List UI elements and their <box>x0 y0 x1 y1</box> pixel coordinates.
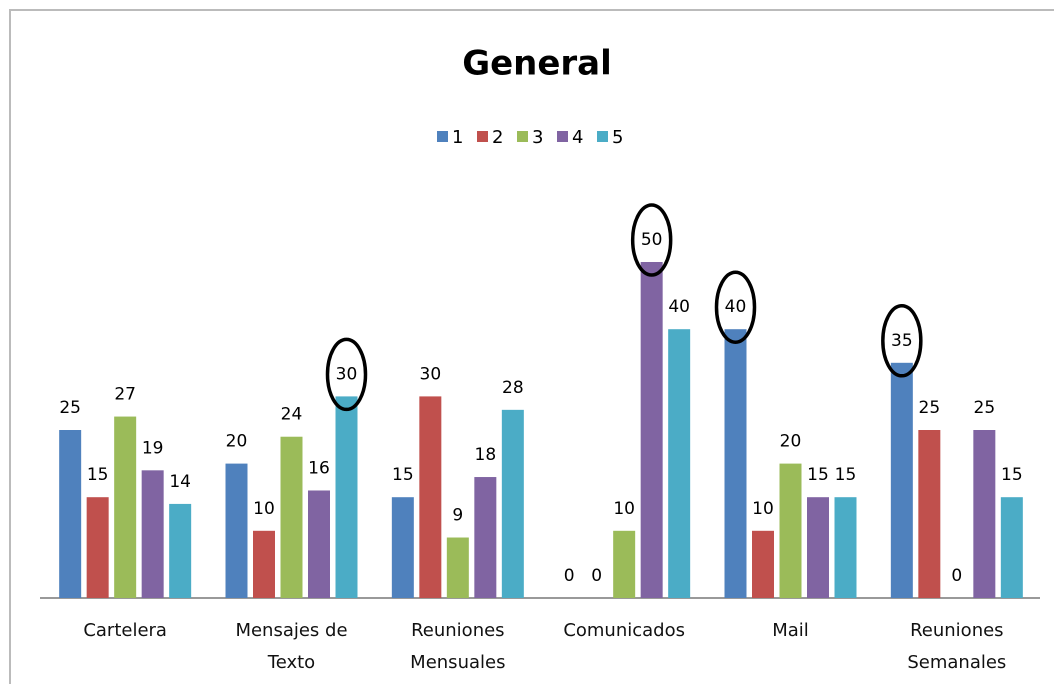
data-label: 16 <box>308 458 330 478</box>
x-tick-label: Reuniones Semanales <box>907 620 1007 673</box>
legend-swatch <box>477 131 488 142</box>
x-tick-label: Comunicados <box>563 620 685 641</box>
data-label: 28 <box>502 378 524 398</box>
data-label: 18 <box>475 445 497 465</box>
bar <box>640 262 663 598</box>
bar <box>918 430 941 598</box>
bar <box>474 477 497 598</box>
data-label: 25 <box>59 398 81 418</box>
data-label: 20 <box>226 432 248 452</box>
data-label: 15 <box>807 465 829 485</box>
bar <box>169 503 192 598</box>
bar <box>86 497 109 598</box>
x-tick-label: Mensajes de Texto <box>235 620 348 673</box>
x-tick-label: Reuniones Mensuales <box>410 620 506 673</box>
bar <box>834 497 857 598</box>
bar <box>114 416 137 598</box>
bar <box>308 490 330 598</box>
chart-title: General <box>462 44 612 84</box>
data-label: 50 <box>641 230 663 250</box>
bar <box>253 530 275 598</box>
bar <box>280 436 303 598</box>
bar <box>724 329 747 598</box>
data-label: 24 <box>281 405 303 425</box>
chart-border <box>9 9 1054 684</box>
legend-swatch <box>597 131 608 142</box>
bar <box>391 497 414 598</box>
bar <box>446 537 469 598</box>
data-label: 9 <box>452 506 463 526</box>
data-label: 15 <box>87 465 109 485</box>
highlight-circle <box>630 203 673 277</box>
data-label: 25 <box>919 398 941 418</box>
bar <box>335 396 358 598</box>
legend-swatch <box>517 131 528 142</box>
bar <box>752 530 774 598</box>
data-label: 25 <box>974 398 996 418</box>
bar <box>807 497 829 598</box>
bar <box>890 362 913 598</box>
data-label: 0 <box>951 566 962 586</box>
data-label: 10 <box>613 499 635 519</box>
data-label: 10 <box>253 499 275 519</box>
legend-label: 5 <box>612 127 623 148</box>
data-label: 30 <box>420 364 442 384</box>
data-label: 0 <box>564 566 575 586</box>
bar <box>1000 497 1023 598</box>
legend-label: 2 <box>492 127 503 148</box>
legend-label: 3 <box>532 127 543 148</box>
bar <box>501 409 524 598</box>
legend-label: 1 <box>452 127 463 148</box>
legend-swatch <box>437 131 448 142</box>
bar <box>141 470 164 598</box>
bar <box>59 430 82 598</box>
x-tick-label: Cartelera <box>83 620 167 641</box>
legend-label: 4 <box>572 127 583 148</box>
data-label: 15 <box>392 465 414 485</box>
data-label: 40 <box>725 297 747 317</box>
bar <box>419 396 442 598</box>
legend-swatch <box>557 131 568 142</box>
bar <box>668 329 691 598</box>
data-label: 19 <box>142 438 164 458</box>
highlight-circle <box>325 337 368 412</box>
x-tick-label: Mail <box>772 620 809 641</box>
data-label: 10 <box>752 499 774 519</box>
bar <box>613 530 636 598</box>
highlight-circle <box>881 304 923 378</box>
bar <box>225 463 248 598</box>
highlight-circle <box>714 270 757 344</box>
bar <box>779 463 802 598</box>
data-label: 0 <box>591 566 602 586</box>
data-label: 30 <box>336 364 358 384</box>
data-label: 27 <box>114 385 136 405</box>
data-label: 14 <box>169 472 191 492</box>
data-label: 40 <box>668 297 690 317</box>
data-label: 35 <box>891 331 913 351</box>
bar <box>973 430 996 598</box>
data-label: 15 <box>835 465 857 485</box>
data-label: 20 <box>780 432 802 452</box>
data-label: 15 <box>1001 465 1023 485</box>
